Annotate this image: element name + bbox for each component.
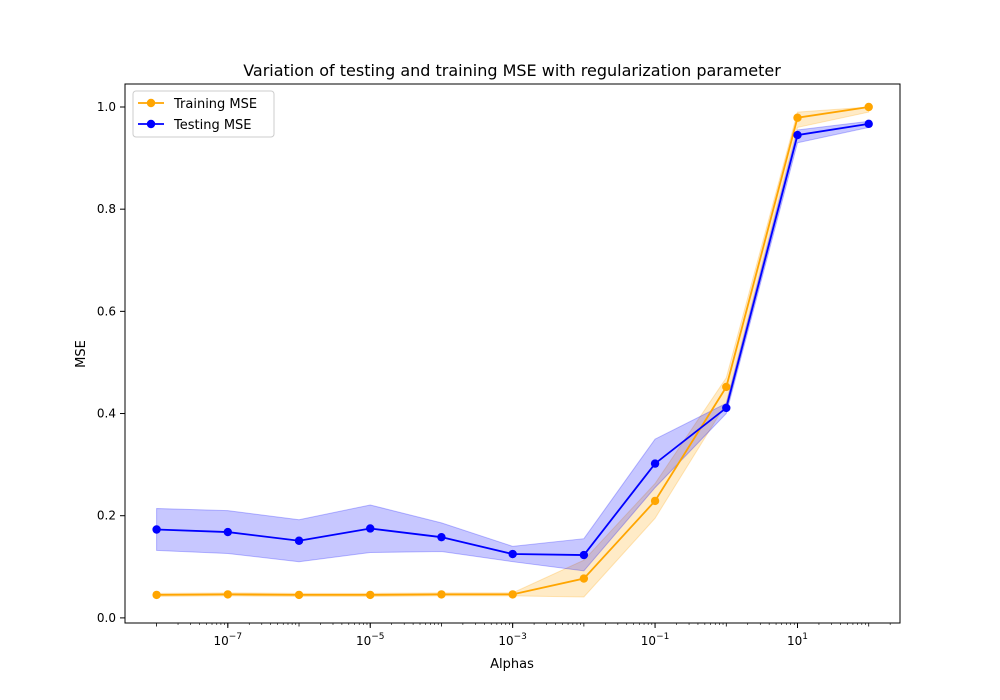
x-axis-ticks: 10−7 10−5 10−3 10−1 101 bbox=[156, 623, 891, 648]
training-mse-point bbox=[722, 382, 731, 392]
x-tick-label: 101 bbox=[787, 632, 808, 648]
y-tick-label: 0.2 bbox=[97, 509, 116, 523]
testing-mse-point bbox=[437, 532, 446, 542]
y-tick-label: 0.6 bbox=[97, 304, 116, 318]
chart-title: Variation of testing and training MSE wi… bbox=[243, 61, 781, 80]
testing-mse-point bbox=[223, 527, 233, 537]
testing-mse-point bbox=[650, 459, 660, 468]
training-mse-point bbox=[650, 496, 660, 506]
testing-mse-point bbox=[508, 549, 517, 559]
x-axis-label: Alphas bbox=[490, 657, 534, 672]
legend: Training MSE Testing MSE bbox=[132, 90, 275, 138]
testing-mse-legend-label: Testing MSE bbox=[173, 118, 252, 133]
testing-mse-point bbox=[366, 524, 375, 533]
x-tick-label: 10−5 bbox=[356, 632, 385, 648]
y-tick-label: 1.0 bbox=[97, 100, 116, 114]
training-mse-point bbox=[793, 113, 802, 122]
x-tick-label: 10−3 bbox=[498, 632, 527, 648]
x-tick-label: 10−1 bbox=[641, 632, 670, 648]
testing-mse-point bbox=[793, 130, 802, 140]
training-mse-legend-label: Training MSE bbox=[173, 97, 257, 112]
training-mse-point bbox=[223, 590, 233, 599]
training-mse-point bbox=[864, 102, 873, 112]
y-tick-label: 0.8 bbox=[97, 202, 116, 216]
legend-box bbox=[132, 90, 275, 138]
y-axis-ticks: 0.0 0.2 0.4 0.6 0.8 1.0 bbox=[97, 100, 125, 625]
training-mse-point bbox=[366, 590, 375, 600]
testing-mse-legend-marker bbox=[146, 119, 156, 129]
testing-mse-point bbox=[152, 525, 161, 534]
training-mse-point bbox=[579, 574, 589, 583]
testing-mse-point bbox=[722, 403, 731, 413]
training-mse-legend-marker bbox=[146, 98, 156, 108]
y-tick-label: 0.4 bbox=[97, 407, 116, 421]
testing-mse-point bbox=[864, 119, 873, 129]
training-mse-point bbox=[437, 590, 446, 599]
y-axis-label: MSE bbox=[74, 340, 89, 368]
testing-mse-point bbox=[579, 550, 589, 560]
training-mse-band bbox=[156, 106, 870, 598]
training-mse-point bbox=[294, 590, 304, 600]
series-markers bbox=[152, 102, 873, 600]
training-mse-point bbox=[508, 590, 517, 599]
testing-mse-point bbox=[294, 536, 304, 545]
y-tick-label: 0.0 bbox=[97, 611, 116, 625]
training-mse-point bbox=[152, 590, 161, 600]
x-tick-label: 10−7 bbox=[214, 632, 243, 648]
